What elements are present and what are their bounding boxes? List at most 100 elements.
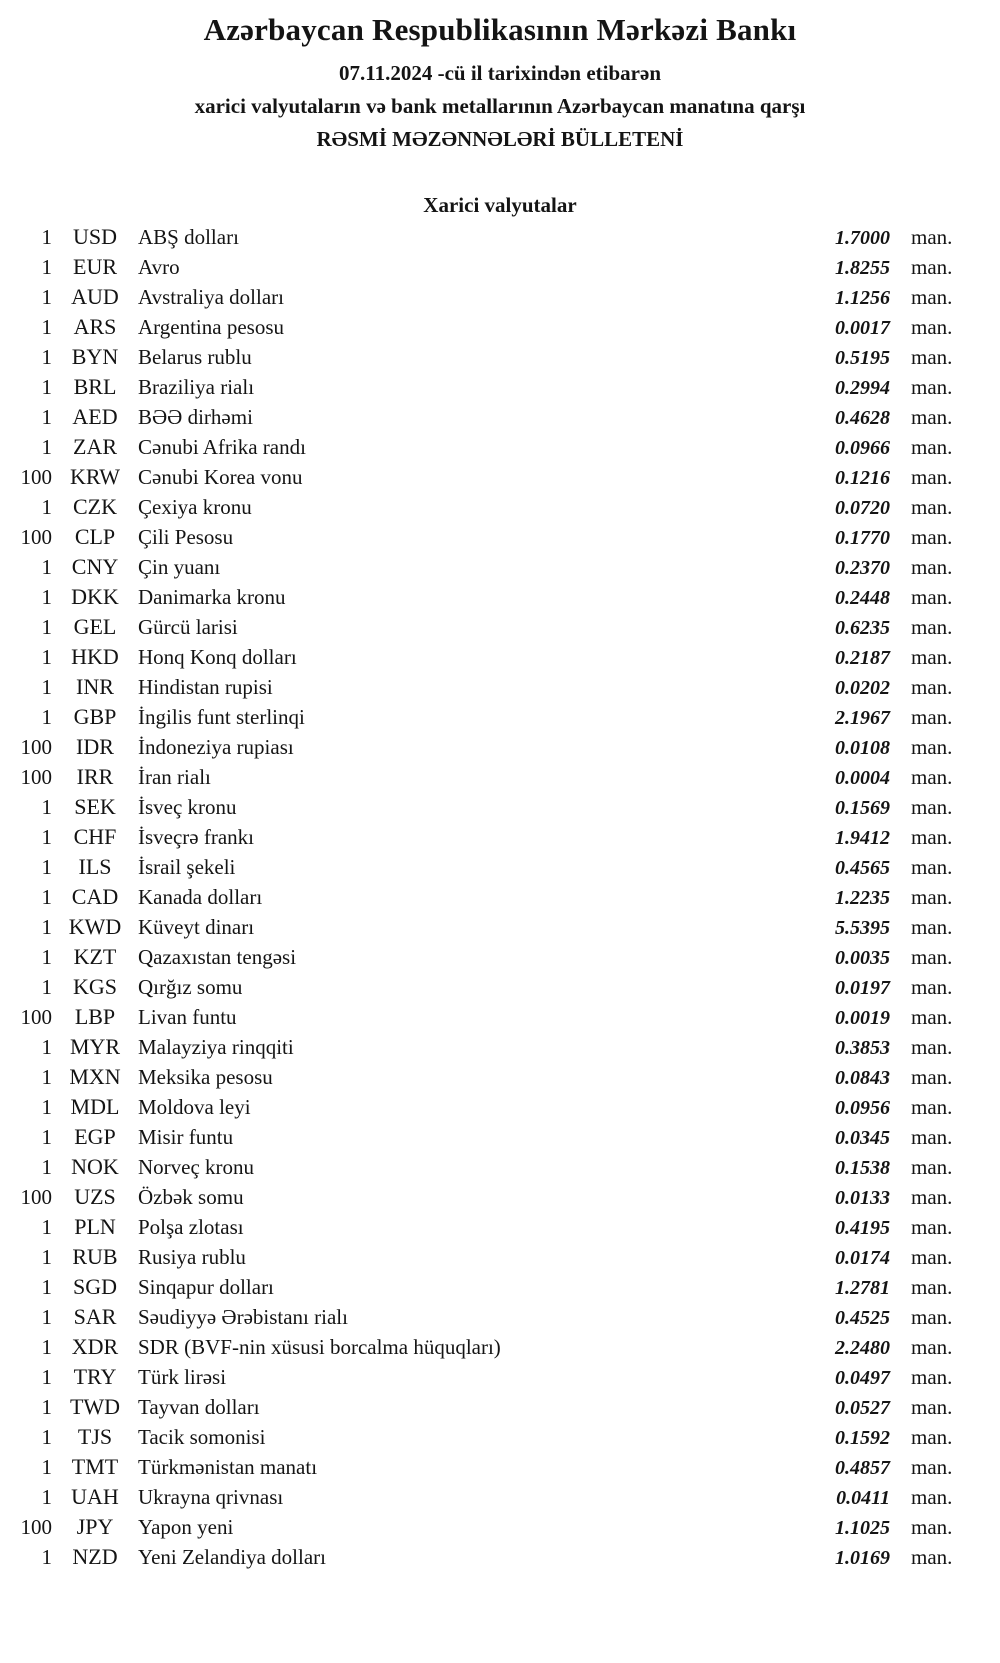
currency-rate: 0.4565 bbox=[835, 857, 890, 879]
currency-code: MYR bbox=[69, 1034, 121, 1059]
currency-rate: 0.0174 bbox=[835, 1247, 890, 1269]
bulletin-header: Azərbaycan Respublikasının Mərkəzi Bankı… bbox=[0, 0, 1000, 156]
currency-code: ILS bbox=[78, 854, 112, 879]
currency-rate: 0.3853 bbox=[835, 1037, 890, 1059]
currency-code: TRY bbox=[73, 1364, 117, 1389]
currency-rate: 0.0720 bbox=[835, 497, 890, 519]
unit-label: man. bbox=[911, 495, 953, 519]
row-quantity: 1 bbox=[41, 915, 53, 939]
currency-code: INR bbox=[76, 674, 114, 699]
table-row: 100 IDR İndoneziya rupiası 0.0108 man. bbox=[18, 732, 982, 762]
row-quantity: 100 bbox=[20, 735, 53, 759]
currency-name: Livan funtu bbox=[138, 1005, 237, 1029]
row-quantity: 1 bbox=[41, 225, 53, 249]
currency-code: MXN bbox=[69, 1064, 121, 1089]
currency-code: BYN bbox=[71, 344, 119, 369]
unit-label: man. bbox=[911, 645, 953, 669]
table-row: 1 BYN Belarus rublu 0.5195 man. bbox=[18, 342, 982, 372]
currency-rate: 1.9412 bbox=[835, 827, 890, 849]
currency-code: ZAR bbox=[73, 434, 117, 459]
currency-name: Tacik somonisi bbox=[138, 1425, 266, 1449]
currency-name: Honq Konq dolları bbox=[138, 645, 297, 669]
currency-code: PLN bbox=[74, 1214, 116, 1239]
currency-rate: 1.2235 bbox=[835, 887, 890, 909]
currency-rate: 1.7000 bbox=[835, 227, 890, 249]
table-row: 1 GBP İngilis funt sterlinqi 2.1967 man. bbox=[18, 702, 982, 732]
currency-rate: 0.0004 bbox=[835, 767, 890, 789]
currency-rate: 0.0345 bbox=[835, 1127, 890, 1149]
table-row: 1 CZK Çexiya kronu 0.0720 man. bbox=[18, 492, 982, 522]
currency-name: Hindistan rupisi bbox=[138, 675, 273, 699]
row-quantity: 1 bbox=[41, 705, 53, 729]
unit-label: man. bbox=[911, 1155, 953, 1179]
currency-name: Norveç kronu bbox=[138, 1155, 255, 1179]
table-row: 1 BRL Braziliya rialı 0.2994 man. bbox=[18, 372, 982, 402]
currency-code: AUD bbox=[71, 284, 119, 309]
table-row: 1 AUD Avstraliya dolları 1.1256 man. bbox=[18, 282, 982, 312]
currency-rate: 0.0108 bbox=[835, 737, 890, 759]
unit-label: man. bbox=[911, 315, 953, 339]
currency-name: Moldova leyi bbox=[138, 1095, 251, 1119]
currency-code: CLP bbox=[74, 524, 116, 549]
table-row: 1 EGP Misir funtu 0.0345 man. bbox=[18, 1122, 982, 1152]
unit-label: man. bbox=[911, 555, 953, 579]
unit-label: man. bbox=[911, 1065, 953, 1089]
unit-label: man. bbox=[911, 1035, 953, 1059]
table-row: 1 PLN Polşa zlotası 0.4195 man. bbox=[18, 1212, 982, 1242]
row-quantity: 1 bbox=[41, 1125, 53, 1149]
table-row: 1 USD ABŞ dolları 1.7000 man. bbox=[18, 222, 982, 252]
currency-code: AED bbox=[72, 404, 118, 429]
unit-label: man. bbox=[911, 1125, 953, 1149]
currency-rate: 0.1569 bbox=[835, 797, 890, 819]
currency-rate: 0.1770 bbox=[835, 527, 890, 549]
currency-code: XDR bbox=[71, 1334, 119, 1359]
row-quantity: 1 bbox=[41, 885, 53, 909]
row-quantity: 1 bbox=[41, 645, 53, 669]
row-quantity: 1 bbox=[41, 345, 53, 369]
unit-label: man. bbox=[911, 825, 953, 849]
row-quantity: 1 bbox=[41, 405, 53, 429]
row-quantity: 1 bbox=[41, 255, 53, 279]
row-quantity: 1 bbox=[41, 1245, 53, 1269]
table-row: 1 EUR Avro 1.8255 man. bbox=[18, 252, 982, 282]
row-quantity: 1 bbox=[41, 675, 53, 699]
currency-rate: 0.0966 bbox=[835, 437, 890, 459]
row-quantity: 1 bbox=[41, 285, 53, 309]
currency-rate: 0.6235 bbox=[835, 617, 890, 639]
currency-name: Avstraliya dolları bbox=[138, 285, 284, 309]
currency-rate: 0.4857 bbox=[835, 1457, 890, 1479]
row-quantity: 100 bbox=[20, 1185, 53, 1209]
bulletin-title: RƏSMİ MƏZƏNNƏLƏRİ BÜLLETENİ bbox=[316, 127, 684, 151]
table-row: 1 MDL Moldova leyi 0.0956 man. bbox=[18, 1092, 982, 1122]
currency-name: Ukrayna qrivnası bbox=[138, 1485, 284, 1509]
unit-label: man. bbox=[911, 1185, 953, 1209]
unit-label: man. bbox=[911, 855, 953, 879]
currency-name: SDR (BVF-nin xüsusi borcalma hüquqları) bbox=[138, 1335, 501, 1359]
currency-code: TWD bbox=[69, 1394, 121, 1419]
currency-code: GBP bbox=[73, 704, 117, 729]
currency-name: Belarus rublu bbox=[138, 345, 252, 369]
currency-rate: 0.0019 bbox=[835, 1007, 890, 1029]
row-quantity: 1 bbox=[41, 315, 53, 339]
row-quantity: 1 bbox=[41, 795, 53, 819]
unit-label: man. bbox=[911, 255, 953, 279]
currency-code: SAR bbox=[73, 1304, 117, 1329]
currency-rate: 0.0843 bbox=[835, 1067, 890, 1089]
currency-rate: 0.2370 bbox=[835, 557, 890, 579]
unit-label: man. bbox=[911, 1275, 953, 1299]
row-quantity: 1 bbox=[41, 1035, 53, 1059]
unit-label: man. bbox=[911, 1305, 953, 1329]
currency-rate: 1.2781 bbox=[835, 1277, 890, 1299]
row-quantity: 1 bbox=[41, 615, 53, 639]
currency-name: Kanada dolları bbox=[138, 885, 263, 909]
unit-label: man. bbox=[911, 585, 953, 609]
table-row: 1 CAD Kanada dolları 1.2235 man. bbox=[18, 882, 982, 912]
row-quantity: 1 bbox=[41, 435, 53, 459]
currency-rate: 2.1967 bbox=[835, 707, 890, 729]
currency-name: Qazaxıstan tengəsi bbox=[138, 945, 297, 969]
currency-rate: 0.2994 bbox=[835, 377, 890, 399]
row-quantity: 1 bbox=[41, 1065, 53, 1089]
currency-name: Küveyt dinarı bbox=[138, 915, 255, 939]
currency-name: Çexiya kronu bbox=[138, 495, 252, 519]
table-row: 1 TMT Türkmənistan manatı 0.4857 man. bbox=[18, 1452, 982, 1482]
